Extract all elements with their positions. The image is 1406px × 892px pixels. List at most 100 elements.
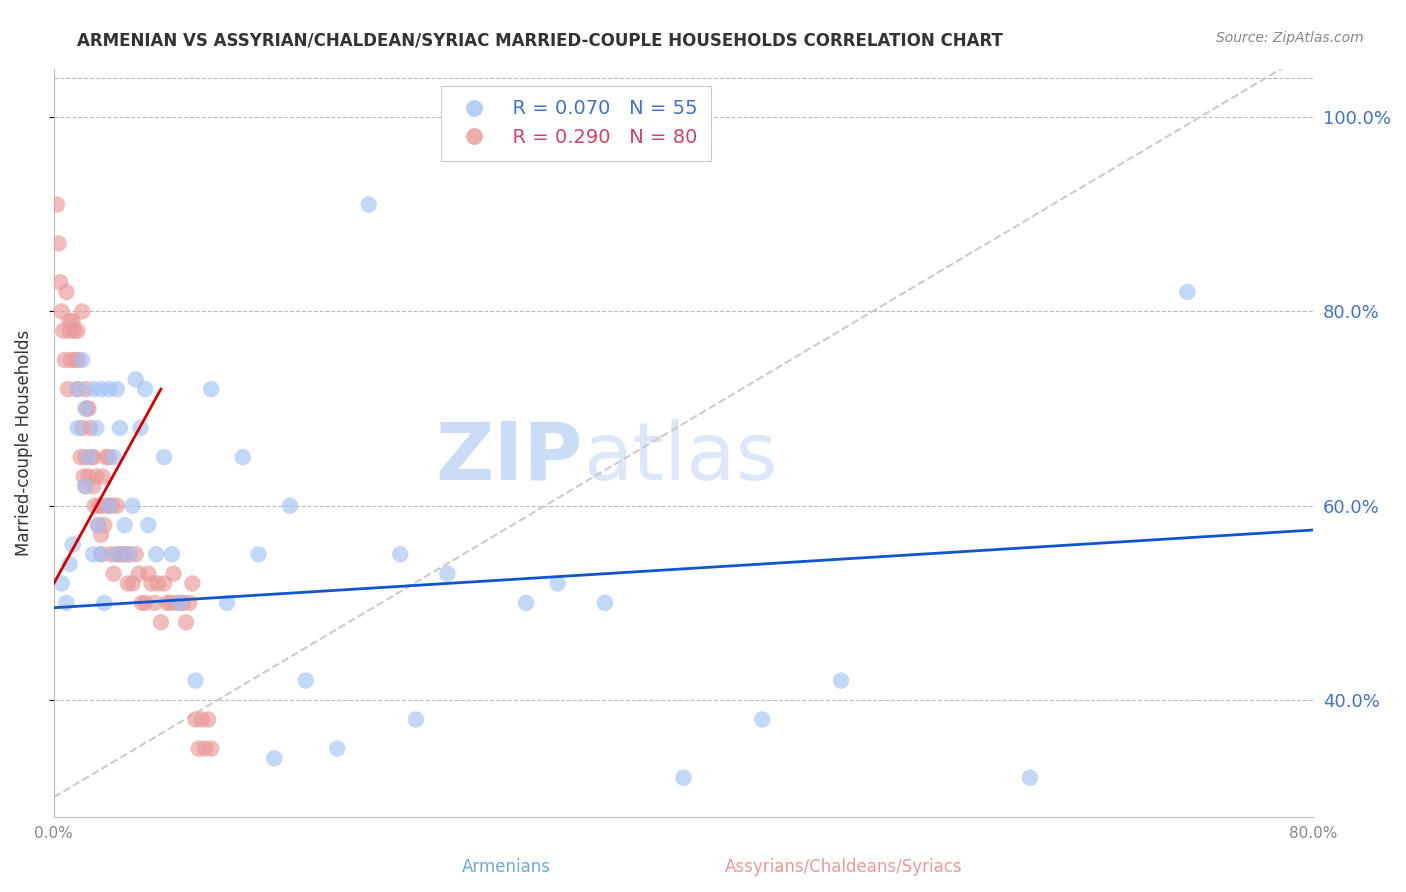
Point: [58, 324, 80, 338]
Point: [66, 324, 89, 338]
Point: [83, 499, 105, 513]
Point: [153, 576, 176, 591]
Point: [200, 741, 222, 756]
Point: [89, 499, 111, 513]
Point: [70, 304, 93, 318]
Point: [672, 771, 695, 785]
Point: [51, 576, 73, 591]
Point: [156, 596, 179, 610]
Point: [121, 499, 143, 513]
Point: [46, 197, 69, 211]
Text: Source: ZipAtlas.com: Source: ZipAtlas.com: [1216, 31, 1364, 45]
Point: [80, 450, 103, 464]
Point: [174, 615, 197, 630]
Point: [160, 547, 183, 561]
Point: [108, 421, 131, 435]
Point: [100, 547, 122, 561]
Point: [117, 576, 139, 591]
Point: [131, 596, 153, 610]
Point: [146, 576, 169, 591]
Point: [103, 450, 125, 464]
Point: [58, 557, 80, 571]
Point: [200, 382, 222, 396]
Point: [86, 469, 108, 483]
Point: [75, 450, 97, 464]
Point: [86, 421, 108, 435]
Point: [63, 324, 86, 338]
Point: [112, 547, 135, 561]
Point: [134, 382, 156, 396]
Point: [118, 547, 141, 561]
Point: [82, 450, 104, 464]
Point: [90, 499, 112, 513]
Point: [70, 353, 93, 368]
Point: [184, 713, 207, 727]
Text: Armenians: Armenians: [461, 858, 551, 876]
Point: [118, 547, 141, 561]
Point: [75, 401, 97, 416]
Point: [97, 450, 120, 464]
Point: [159, 596, 181, 610]
Point: [48, 236, 70, 251]
Point: [87, 518, 110, 533]
Point: [114, 547, 136, 561]
Point: [90, 528, 112, 542]
Point: [1019, 771, 1042, 785]
Point: [751, 713, 773, 727]
Point: [51, 304, 73, 318]
Point: [96, 499, 118, 513]
Point: [82, 382, 104, 396]
Point: [232, 450, 254, 464]
Point: [187, 741, 209, 756]
Point: [143, 596, 166, 610]
Point: [66, 421, 89, 435]
Point: [49, 275, 72, 289]
Point: [53, 353, 76, 368]
Point: [97, 499, 120, 513]
Point: [184, 673, 207, 688]
Point: [105, 382, 128, 396]
Point: [169, 596, 191, 610]
Point: [247, 547, 270, 561]
Point: [149, 615, 172, 630]
Point: [191, 713, 214, 727]
Point: [75, 382, 97, 396]
Point: [76, 401, 98, 416]
Point: [215, 596, 238, 610]
Point: [136, 518, 159, 533]
Point: [90, 547, 112, 561]
Point: [136, 566, 159, 581]
Point: [90, 382, 112, 396]
Point: [515, 596, 537, 610]
Point: [129, 421, 152, 435]
Point: [125, 547, 148, 561]
Point: [278, 499, 301, 513]
Point: [389, 547, 412, 561]
Point: [593, 596, 616, 610]
Point: [82, 479, 104, 493]
Point: [134, 596, 156, 610]
Point: [181, 576, 204, 591]
Point: [194, 741, 217, 756]
Point: [179, 596, 201, 610]
Text: ZIP: ZIP: [436, 418, 583, 497]
Point: [75, 479, 97, 493]
Point: [75, 479, 97, 493]
Point: [66, 382, 89, 396]
Text: Assyrians/Chaldeans/Syriacs: Assyrians/Chaldeans/Syriacs: [724, 858, 963, 876]
Point: [60, 353, 83, 368]
Point: [67, 353, 90, 368]
Point: [77, 401, 100, 416]
Point: [66, 382, 89, 396]
Point: [405, 713, 427, 727]
Point: [97, 499, 120, 513]
Point: [169, 596, 191, 610]
Point: [436, 566, 458, 581]
Point: [121, 576, 143, 591]
Point: [82, 547, 104, 561]
Text: ARMENIAN VS ASSYRIAN/CHALDEAN/SYRIAC MARRIED-COUPLE HOUSEHOLDS CORRELATION CHART: ARMENIAN VS ASSYRIAN/CHALDEAN/SYRIAC MAR…: [77, 31, 1004, 49]
Point: [97, 382, 120, 396]
Point: [90, 547, 112, 561]
Y-axis label: Married-couple Households: Married-couple Households: [15, 329, 32, 556]
Point: [128, 566, 150, 581]
